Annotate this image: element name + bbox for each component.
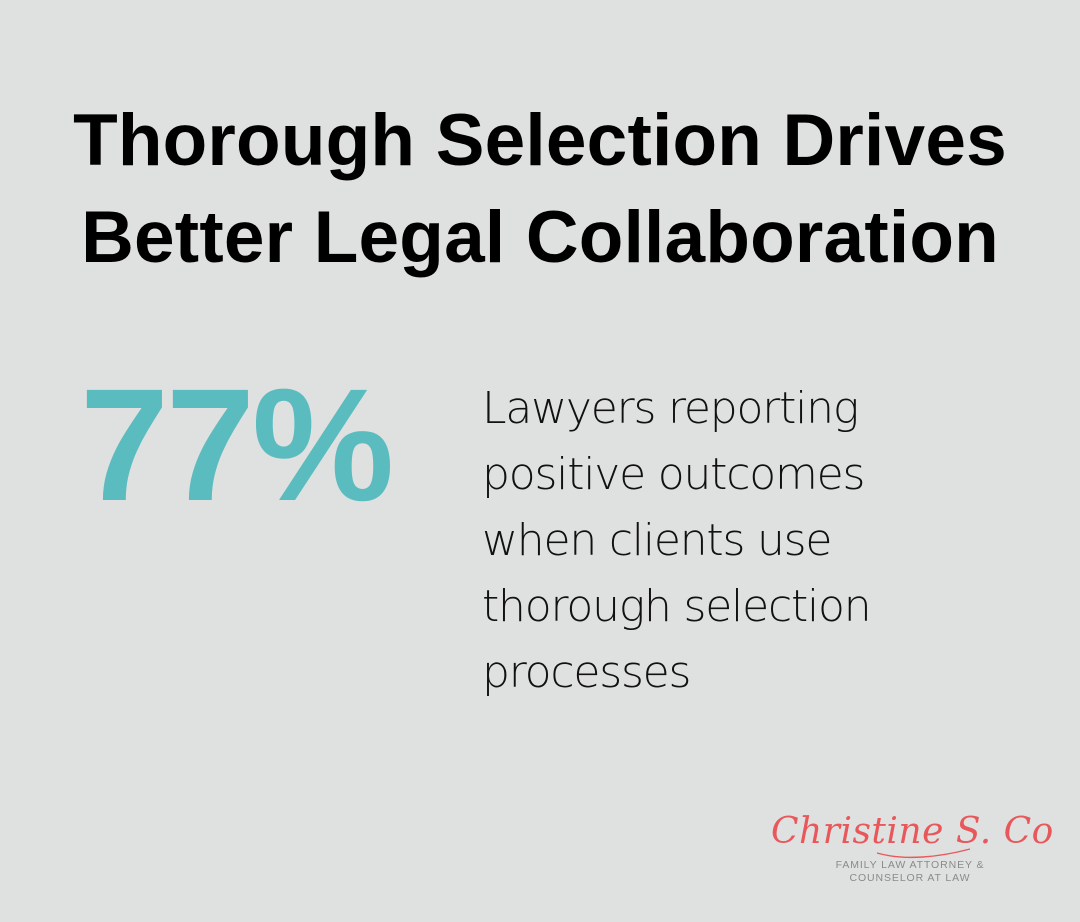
brand-logo: Christine S. Cook [765, 795, 1055, 895]
stat-description: Lawyers reporting positive outcomes when… [482, 376, 872, 706]
brand-logo-script: Christine S. Cook [771, 811, 1055, 859]
stat-description-line-1: Lawyers reporting [482, 383, 859, 434]
stat-description-line-5: processes [482, 647, 691, 698]
brand-tagline-line-1: Family Law Attorney & [835, 859, 985, 871]
brand-tagline: Family Law Attorney & Counselor at Law [800, 859, 1020, 885]
headline-line-2: Better Legal Collaboration [81, 197, 999, 278]
brand-tagline-line-2: Counselor at Law [849, 872, 971, 884]
headline-line-1: Thorough Selection Drives [73, 100, 1007, 181]
headline: Thorough Selection Drives Better Legal C… [0, 92, 1080, 286]
stat-description-line-2: positive outcomes [482, 449, 865, 500]
brand-logo-swash [876, 848, 971, 859]
brand-logo-name: Christine S. Cook [771, 811, 1055, 852]
stat-description-line-3: when clients use [482, 515, 832, 566]
stat-percentage: 77% [80, 355, 394, 534]
stat-description-line-4: thorough selection [482, 581, 872, 632]
